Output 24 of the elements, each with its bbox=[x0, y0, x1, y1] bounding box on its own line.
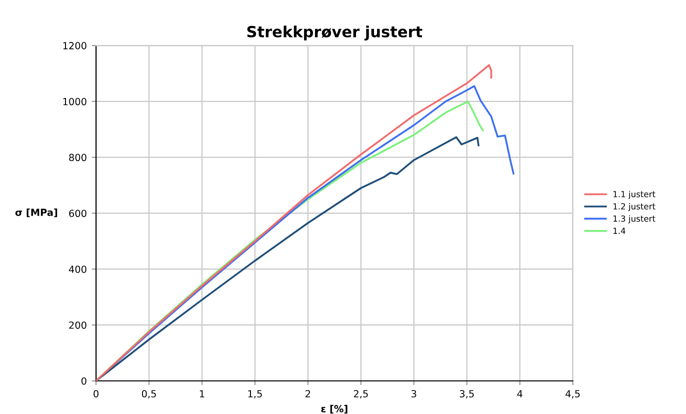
x-axis-title: ε [%] bbox=[321, 404, 348, 414]
y-tick-label: 600 bbox=[69, 210, 86, 218]
y-tick-label: 0 bbox=[81, 377, 86, 385]
x-tick-label: 1,5 bbox=[248, 390, 262, 398]
legend-label: 1.1 justert bbox=[613, 190, 656, 199]
y-tick-label: 200 bbox=[69, 321, 86, 329]
x-tick-label: 4 bbox=[517, 390, 522, 398]
x-tick-label: 1 bbox=[200, 390, 204, 398]
y-tick-label: 1000 bbox=[63, 98, 86, 106]
x-tick-label: 4,5 bbox=[566, 390, 580, 398]
legend-label: 1.3 justert bbox=[613, 215, 656, 224]
x-tick-label: 2,5 bbox=[354, 390, 368, 398]
y-tick-label: 400 bbox=[68, 266, 86, 273]
x-tick-label: 0,5 bbox=[142, 390, 156, 398]
x-tick-label: 0 bbox=[94, 390, 98, 398]
legend-label: 1.2 justert bbox=[613, 203, 656, 212]
x-tick-label: 3 bbox=[412, 390, 416, 398]
x-tick-label: 2 bbox=[306, 390, 310, 398]
y-tick-label: 800 bbox=[69, 154, 86, 162]
x-tick-label: 3,5 bbox=[460, 390, 474, 398]
y-tick-label: 1200 bbox=[63, 42, 86, 50]
y-axis-title: σ [MPa] bbox=[15, 208, 58, 218]
legend-label: 1.4 bbox=[613, 228, 626, 234]
chart-title: Strekkprøver justert bbox=[247, 26, 422, 41]
